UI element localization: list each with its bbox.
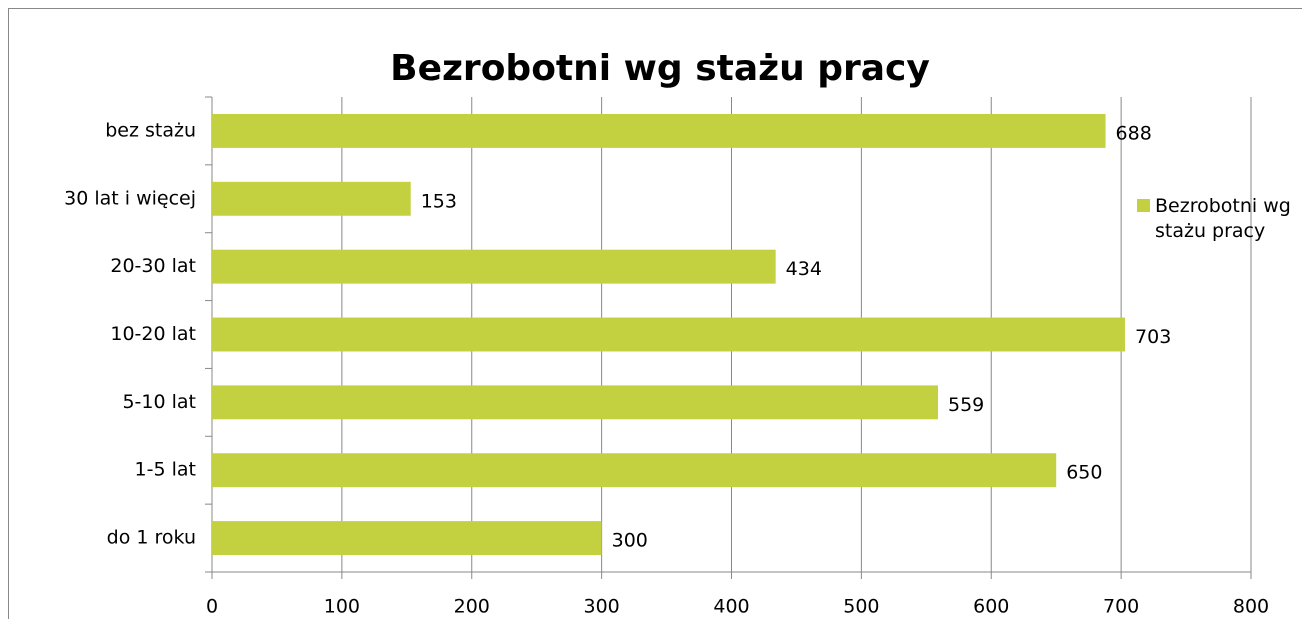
legend-entry: Bezrobotni wg stażu pracy (1155, 195, 1291, 242)
x-tick-label: 400 (713, 596, 749, 618)
legend-swatch (1137, 199, 1150, 212)
y-tick-label: 1-5 lat (135, 459, 196, 481)
bar (212, 181, 411, 216)
x-tick-label: 200 (454, 596, 490, 618)
x-tick-label: 500 (843, 596, 879, 618)
y-tick-label: 5-10 lat (122, 391, 196, 413)
y-tick-label: do 1 roku (107, 527, 196, 549)
data-label: 153 (421, 190, 457, 212)
y-tick-label: 20-30 lat (110, 255, 196, 277)
y-tick-label: 10-20 lat (110, 323, 196, 345)
y-tick-label: 30 lat i więcej (64, 187, 196, 209)
bar (212, 249, 776, 284)
x-tick-label: 600 (973, 596, 1009, 618)
x-tick-label: 300 (583, 596, 619, 618)
data-label: 559 (948, 394, 984, 416)
data-label: 703 (1135, 326, 1171, 348)
data-label: 434 (786, 258, 822, 280)
data-label: 688 (1116, 122, 1152, 144)
bar (212, 113, 1106, 148)
x-tick-label: 100 (324, 596, 360, 618)
bar (212, 453, 1057, 488)
bar (212, 521, 602, 556)
chart-border (8, 8, 1302, 619)
data-label: 300 (612, 530, 648, 552)
y-tick-label: bez stażu (105, 119, 196, 141)
data-label: 650 (1066, 462, 1102, 484)
chart-title: Bezrobotni wg stażu pracy (390, 48, 930, 89)
x-tick-label: 800 (1233, 596, 1269, 618)
bar (212, 385, 939, 420)
bar (212, 317, 1126, 352)
x-tick-label: 700 (1103, 596, 1139, 618)
legend-label: Bezrobotni wg stażu pracy (1155, 195, 1291, 242)
x-tick-label: 0 (206, 596, 218, 618)
